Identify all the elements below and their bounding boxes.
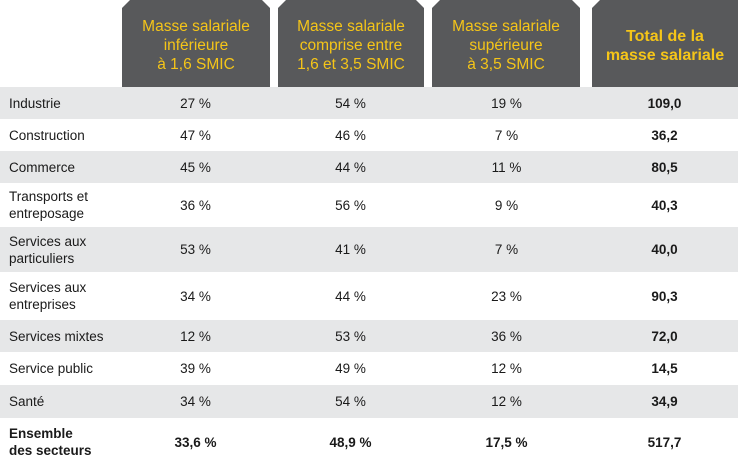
- column-header-mid: Masse salariale comprise entre 1,6 et 3,…: [278, 0, 424, 87]
- row-share-value: 12 %: [491, 394, 522, 409]
- row-share-value: 54 %: [335, 95, 366, 111]
- row-label: Industrie: [9, 95, 61, 111]
- table-row: Ensemble des secteurs 33,6 % 48,9 % 17,5 % 5…: [0, 418, 738, 466]
- row-total-value: 34,9: [651, 394, 678, 409]
- row-share-value: 48,9 %: [329, 434, 372, 450]
- table-row: Industrie 27 % 54 % 19 % 109,0: [0, 87, 738, 119]
- table-row: Services aux particuliers 53 % 41 % 7 % 40,0: [0, 227, 738, 272]
- row-share-value: 53 %: [335, 328, 366, 344]
- table-row: Commerce 45 % 44 % 11 % 80,5: [0, 151, 738, 183]
- row-share-value: 54 %: [335, 394, 366, 409]
- table-row: Services aux entreprises 34 % 44 % 23 % 90,3: [0, 272, 738, 320]
- table-row: Services mixtes 12 % 53 % 36 % 72,0: [0, 320, 738, 352]
- row-share-value: 47 %: [180, 127, 211, 143]
- row-share-value: 12 %: [180, 328, 211, 344]
- row-label: Construction: [9, 127, 85, 143]
- row-share-value: 36 %: [180, 197, 211, 213]
- column-header-high: Masse salariale supérieure à 3,5 SMIC: [432, 0, 580, 87]
- row-share-value: 36 %: [491, 328, 522, 344]
- table-body: Industrie 27 % 54 % 19 % 109,0 Construction 47…: [0, 87, 738, 466]
- row-label: Transports et entreposage: [9, 189, 89, 221]
- row-total-value: 14,5: [651, 361, 678, 376]
- column-header-total: Total de la masse salariale: [592, 0, 738, 87]
- row-share-value: 44 %: [335, 159, 366, 175]
- row-share-value: 34 %: [180, 394, 211, 409]
- row-total-value: 90,3: [651, 288, 678, 304]
- row-share-value: 56 %: [335, 197, 366, 213]
- row-total-value: 40,3: [651, 197, 678, 213]
- row-label: Commerce: [9, 159, 76, 175]
- row-share-value: 53 %: [180, 242, 211, 257]
- row-share-value: 41 %: [335, 242, 366, 257]
- row-total-value: 80,5: [651, 159, 678, 175]
- row-total-value: 40,0: [651, 242, 678, 257]
- row-total-value: 72,0: [651, 328, 678, 344]
- row-total-value: 517,7: [647, 434, 682, 450]
- row-share-value: 27 %: [180, 95, 211, 111]
- row-label: Services aux entreprises: [9, 280, 87, 312]
- row-label: Service public: [9, 361, 94, 376]
- row-share-value: 39 %: [180, 361, 211, 376]
- row-share-value: 19 %: [491, 95, 522, 111]
- row-share-value: 23 %: [491, 288, 522, 304]
- column-header-low: Masse salariale inférieure à 1,6 SMIC: [122, 0, 270, 87]
- table-row: Service public 39 % 49 % 12 % 14,5: [0, 352, 738, 385]
- row-share-value: 33,6 %: [174, 434, 217, 450]
- row-share-value: 11 %: [491, 159, 522, 175]
- row-share-value: 17,5 %: [485, 434, 528, 450]
- row-share-value: 45 %: [180, 159, 211, 175]
- row-share-value: 9 %: [494, 197, 519, 213]
- row-share-value: 7 %: [494, 242, 519, 257]
- row-share-value: 12 %: [491, 361, 522, 376]
- row-share-value: 34 %: [180, 288, 211, 304]
- row-share-value: 44 %: [335, 288, 366, 304]
- row-share-value: 7 %: [494, 127, 519, 143]
- table-row: Transports et entreposage 36 % 56 % 9 % 40,3: [0, 183, 738, 227]
- row-label: Services aux particuliers: [9, 233, 87, 266]
- row-total-value: 109,0: [647, 95, 682, 111]
- row-label: Ensemble des secteurs: [9, 426, 92, 458]
- row-total-value: 36,2: [651, 127, 678, 143]
- row-share-value: 46 %: [335, 127, 366, 143]
- row-label: Services mixtes: [9, 328, 104, 344]
- table-row: Construction 47 % 46 % 7 % 36,2: [0, 119, 738, 151]
- row-share-value: 49 %: [335, 361, 366, 376]
- row-label: Santé: [9, 394, 45, 409]
- table-row: Santé 34 % 54 % 12 % 34,9: [0, 385, 738, 418]
